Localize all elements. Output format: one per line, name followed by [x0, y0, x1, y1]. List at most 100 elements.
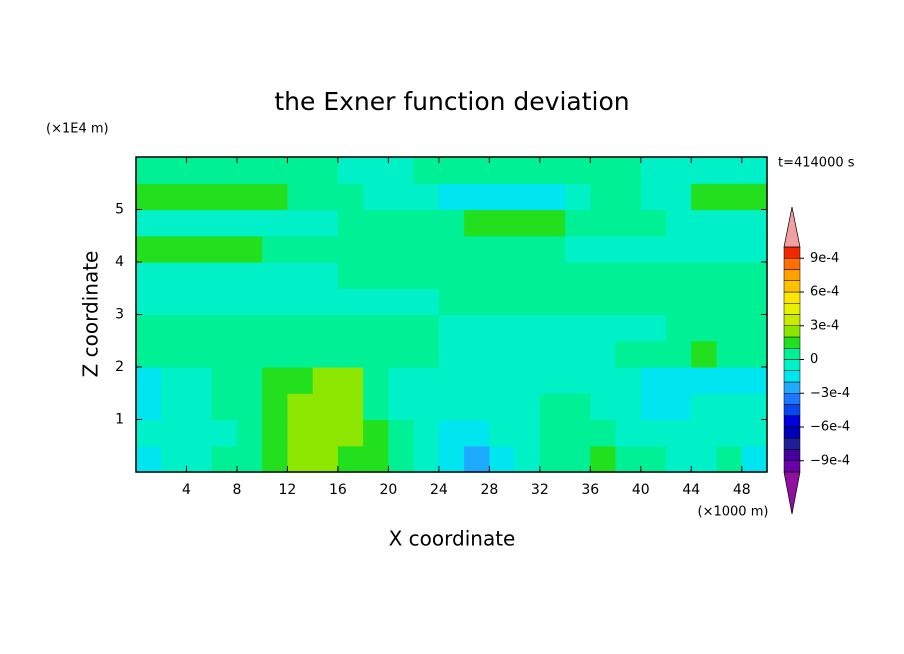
colorbar-band [783, 370, 801, 383]
contour-cell [136, 288, 162, 316]
contour-cell [363, 235, 389, 263]
contour-cell [312, 157, 339, 184]
contour-cell [514, 235, 541, 263]
contour-cell [136, 157, 162, 184]
contour-cell [514, 445, 541, 473]
contour-cell [539, 209, 566, 237]
contour-cell [438, 183, 465, 211]
contour-cell [413, 367, 440, 394]
contour-cell [438, 445, 465, 473]
contour-cell [489, 314, 516, 342]
contour-cell [489, 209, 516, 237]
contour-cell [236, 262, 263, 289]
contour-cell [211, 209, 238, 237]
contour-cell [236, 445, 263, 473]
contour-cell [464, 419, 490, 447]
contour-cell [565, 288, 591, 316]
x-tick-label: 32 [531, 482, 549, 498]
contour-cell [211, 235, 238, 263]
contour-cell [539, 157, 566, 184]
contour-cell [337, 183, 364, 211]
contour-cell [363, 445, 389, 473]
contour-cell [236, 235, 263, 263]
contour-cell [312, 262, 339, 289]
contour-cell [363, 314, 389, 342]
contour-cell [590, 340, 617, 368]
contour-cell [413, 340, 440, 368]
contour-cell [489, 393, 516, 421]
contour-cell [363, 209, 389, 237]
contour-cell [312, 209, 339, 237]
contour-cell [211, 419, 238, 447]
colorbar-band [783, 415, 801, 428]
contour-cell [565, 183, 591, 211]
contour-cell [640, 393, 667, 421]
contour-cell [287, 288, 314, 316]
contour-cell [388, 235, 415, 263]
contour-cell [615, 340, 642, 368]
contour-cell [413, 262, 440, 289]
contour-cell [287, 183, 314, 211]
y-tick-label: 3 [115, 307, 124, 323]
contour-cell [539, 445, 566, 473]
contour-cell [590, 183, 617, 211]
contour-cell [413, 419, 440, 447]
contour-cell [161, 367, 188, 394]
colorbar-tick-label: −3e-4 [810, 386, 850, 401]
contour-cell [590, 445, 617, 473]
contour-cell [741, 314, 768, 342]
contour-cell [136, 262, 162, 289]
contour-cell [741, 183, 768, 211]
contour-cell [514, 262, 541, 289]
contour-cell [666, 393, 692, 421]
y-tick-label: 1 [115, 412, 124, 428]
colorbar-band [783, 438, 801, 450]
contour-cell [514, 367, 541, 394]
contour-cell [186, 340, 213, 368]
contour-cell [262, 262, 289, 289]
contour-cell [161, 314, 188, 342]
contour-cell [539, 183, 566, 211]
contour-cell [489, 235, 516, 263]
contour-cell [413, 157, 440, 184]
contour-cell [363, 393, 389, 421]
colorbar-band [783, 246, 801, 259]
contour-cell [413, 393, 440, 421]
contour-cell [565, 393, 591, 421]
contour-cell [716, 157, 743, 184]
contour-cell [565, 157, 591, 184]
x-tick-label: 12 [279, 482, 297, 498]
contour-cell [186, 393, 213, 421]
contour-cell [136, 235, 162, 263]
contour-cell [615, 288, 642, 316]
contour-cell [312, 314, 339, 342]
contour-cell [337, 314, 364, 342]
contour-cell [438, 288, 465, 316]
contour-cell [741, 209, 768, 237]
contour-cell [312, 445, 339, 473]
contour-cell [211, 393, 238, 421]
contour-cell [312, 419, 339, 447]
contour-cell [413, 235, 440, 263]
contour-cell [438, 340, 465, 368]
contour-cell [489, 183, 516, 211]
contour-cell [186, 288, 213, 316]
contour-cell [464, 314, 490, 342]
contour-cell [539, 419, 566, 447]
contour-cell [161, 209, 188, 237]
contour-cell [438, 235, 465, 263]
contour-cell [136, 445, 162, 473]
colorbar-band [783, 336, 801, 349]
contour-cell [388, 262, 415, 289]
contour-cell [312, 340, 339, 368]
contour-cell [489, 157, 516, 184]
time-label: t=414000 s [778, 156, 855, 171]
colorbar-band [783, 314, 801, 326]
contour-cell [363, 367, 389, 394]
contour-cell [363, 419, 389, 447]
contour-cell [388, 445, 415, 473]
contour-cell [337, 262, 364, 289]
contour-cell [590, 393, 617, 421]
contour-cell [666, 288, 692, 316]
contour-cell [640, 288, 667, 316]
